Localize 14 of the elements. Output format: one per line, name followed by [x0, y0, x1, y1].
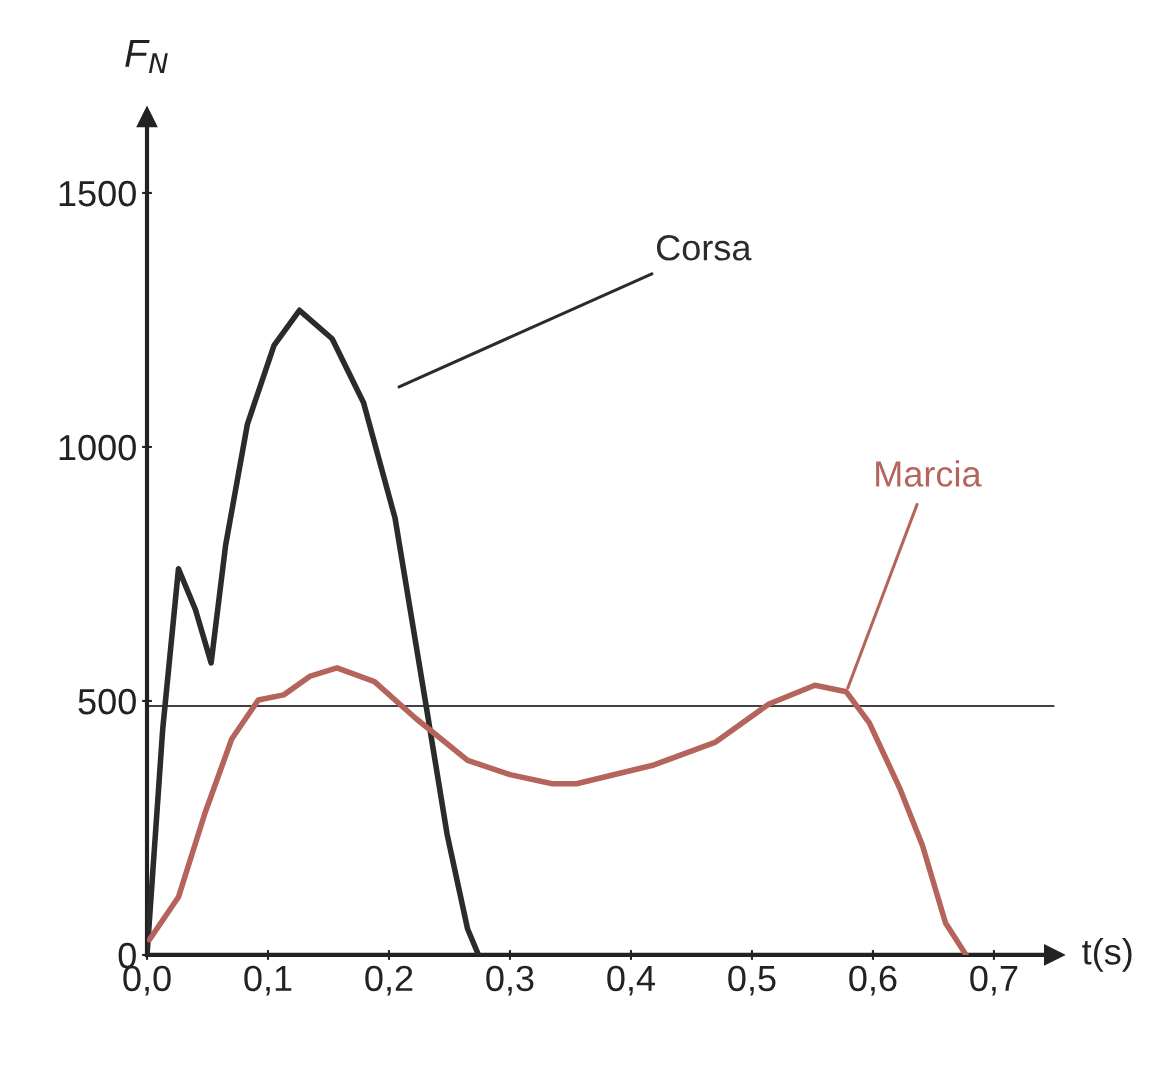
- x-tick-label: 0,3: [486, 965, 534, 996]
- text: Marcia: [876, 460, 982, 487]
- y-axis-title: F$_{N}$: [125, 39, 168, 74]
- y-tick-label: 500: [78, 688, 136, 715]
- x-tick-label: 0,7: [970, 965, 1018, 996]
- x-tick-label: 0,5: [728, 965, 776, 996]
- text: Corsa: [656, 234, 752, 261]
- y-tick-label: 1500: [59, 180, 136, 207]
- x-tick-label: 0,1: [244, 965, 292, 996]
- x-tick-label: 0,6: [849, 965, 897, 996]
- x-tick-label: 0,2: [365, 965, 413, 996]
- y-tick-label: 1000: [59, 434, 136, 461]
- x-tick-label: 0,4: [607, 965, 656, 996]
- x-axis-title: t(s): [1082, 938, 1132, 972]
